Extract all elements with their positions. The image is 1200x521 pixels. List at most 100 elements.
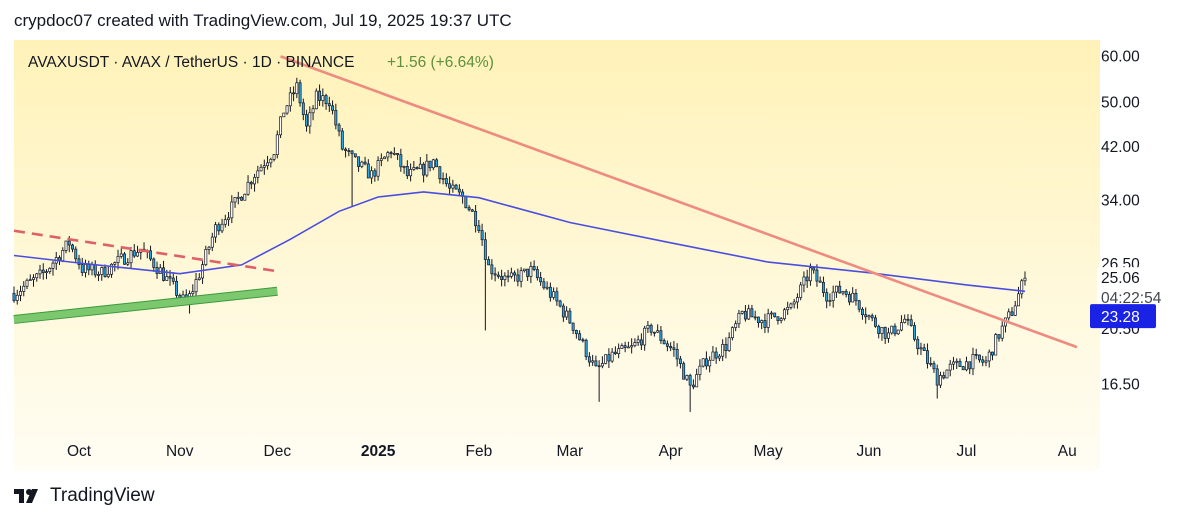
candle-body: [448, 183, 452, 189]
candle-body: [298, 82, 302, 104]
candle-body: [77, 258, 81, 266]
candle-body: [776, 316, 780, 321]
candle: [35, 272, 39, 282]
candle: [971, 347, 975, 376]
candle: [708, 356, 712, 373]
candle-body: [565, 310, 569, 318]
candle-body: [496, 274, 500, 277]
candle: [366, 159, 370, 179]
candle: [805, 269, 809, 288]
candle: [552, 287, 556, 300]
candle: [561, 303, 565, 322]
candle: [519, 267, 523, 288]
axes-layer: AVAXUSDT · AVAX / TetherUS · 1D · BINANC…: [28, 48, 1177, 460]
candle: [292, 86, 296, 102]
candle: [74, 246, 78, 263]
candle-body: [15, 294, 19, 301]
candle: [526, 268, 530, 281]
candle: [454, 183, 458, 190]
candle-body: [272, 154, 276, 160]
candle: [12, 286, 16, 303]
candle-body: [38, 269, 42, 275]
candle-body: [249, 181, 253, 185]
candle: [922, 343, 926, 351]
price-chart[interactable]: AVAXUSDT · AVAX / TetherUS · 1D · BINANC…: [0, 40, 1200, 471]
candle-body: [74, 248, 78, 260]
candle-body: [483, 239, 487, 260]
last-price-label: 25.06: [1101, 270, 1140, 287]
candle: [1000, 321, 1004, 342]
candle-body: [227, 217, 230, 221]
candle-body: [691, 384, 695, 388]
candle-body: [678, 358, 682, 364]
candle-body: [123, 253, 126, 265]
candle: [123, 252, 126, 265]
candle-body: [295, 82, 299, 95]
candle: [353, 153, 357, 158]
candle: [558, 299, 562, 308]
candle: [509, 267, 513, 279]
candle-body: [854, 292, 858, 302]
candle: [295, 77, 299, 99]
candle: [233, 196, 237, 208]
candle: [207, 245, 211, 255]
candle-body: [438, 166, 442, 180]
candle-body: [659, 330, 663, 341]
candle: [448, 176, 452, 195]
candle-body: [864, 314, 868, 318]
candle-body: [750, 308, 754, 318]
candle-body: [717, 355, 721, 359]
candle: [984, 356, 988, 367]
time-tick-label: Dec: [264, 443, 292, 460]
candle-body: [366, 163, 370, 179]
candle-body: [542, 281, 546, 289]
candle: [288, 86, 292, 112]
candle-body: [893, 325, 897, 335]
candle-body: [386, 152, 390, 158]
candle-body: [916, 338, 920, 350]
candle-body: [789, 303, 793, 308]
candle-body: [834, 285, 838, 293]
candle: [110, 263, 113, 278]
candle-body: [656, 330, 660, 333]
candle-body: [613, 351, 617, 354]
candle: [740, 310, 744, 315]
candle-body: [968, 361, 972, 370]
candle: [331, 100, 335, 115]
candle: [80, 257, 84, 277]
candle: [464, 195, 468, 209]
time-tick-label: Feb: [465, 443, 492, 460]
candle: [626, 341, 630, 349]
candle: [854, 289, 858, 306]
price-tick-label: 34.00: [1101, 193, 1140, 210]
candle-body: [487, 259, 491, 266]
candle: [896, 329, 900, 335]
candle-body: [870, 315, 874, 319]
candle: [945, 369, 949, 379]
candle-body: [643, 327, 647, 346]
candle: [1010, 307, 1014, 317]
candle: [584, 338, 588, 361]
candle-body: [288, 92, 292, 107]
candle: [818, 276, 822, 283]
candle-body: [743, 310, 747, 320]
candle-body: [935, 368, 939, 386]
candle-body: [279, 116, 283, 136]
candle-body: [444, 178, 448, 185]
candle: [119, 248, 123, 259]
candle-body: [571, 322, 575, 331]
candle: [847, 291, 851, 306]
price-tick-label: 42.00: [1101, 139, 1140, 156]
candle-body: [516, 274, 520, 282]
candle: [253, 173, 257, 192]
candle: [698, 359, 702, 381]
candle: [841, 290, 845, 296]
candle-body: [636, 339, 640, 343]
candle: [711, 346, 715, 361]
candle: [617, 343, 621, 359]
candle: [262, 159, 266, 175]
candle-body: [760, 320, 764, 324]
candle-body: [480, 230, 484, 241]
candle: [246, 175, 250, 196]
candle-body: [847, 294, 851, 303]
